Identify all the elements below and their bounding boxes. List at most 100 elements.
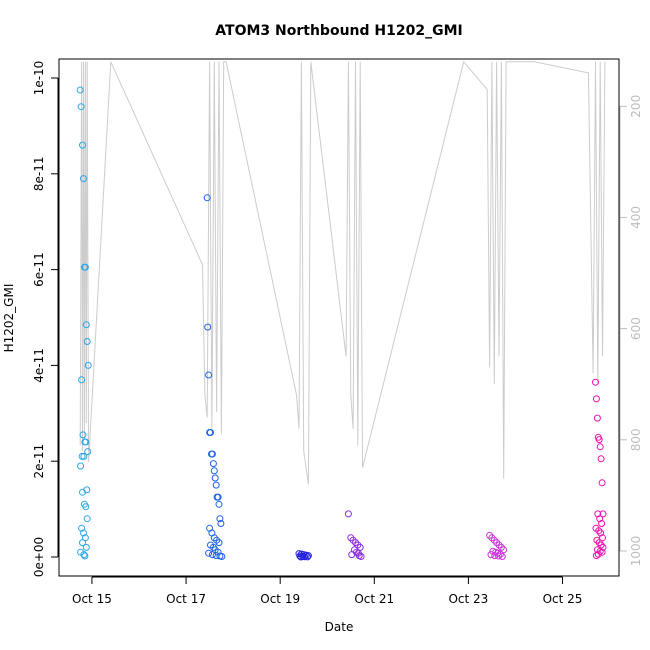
data-point-flight-5 [493,539,501,547]
data-point-flight-1 [79,488,86,496]
x-tick-label: Oct 17 [166,592,206,606]
data-point-flight-2 [214,548,222,556]
data-point-flight-6 [592,552,600,560]
scatter-points-layer [76,86,607,561]
y-tick-label: 2e-11 [32,444,46,479]
data-point-flight-6 [596,515,604,523]
data-point-flight-6 [597,529,605,537]
data-point-flight-2 [204,323,212,331]
data-point-flight-5 [487,551,495,559]
data-point-flight-3 [304,553,311,561]
data-point-flight-1 [80,529,87,537]
data-point-flight-2 [208,450,216,458]
data-point-flight-1 [82,543,90,551]
right-tick-label: 400 [629,206,643,229]
data-point-flight-5 [498,553,506,560]
data-point-flight-4 [349,536,357,544]
data-point-flight-2 [214,493,222,501]
data-point-flight-1 [78,452,86,460]
data-point-flight-2 [210,467,218,475]
data-point-flight-2 [210,534,218,542]
data-point-flight-3 [301,553,309,561]
data-point-flight-2 [208,551,216,559]
data-point-flight-6 [593,414,601,422]
data-point-flight-2 [211,474,219,482]
y-tick-label: 4e-11 [32,348,46,383]
data-point-flight-1 [79,539,86,547]
data-point-flight-6 [595,436,603,444]
data-point-flight-2 [207,429,214,436]
data-point-flight-6 [597,455,605,463]
data-point-flight-2 [209,460,217,468]
data-point-flight-6 [599,534,606,542]
data-point-flight-1 [82,503,90,511]
plot-frame [58,58,620,577]
data-point-flight-5 [495,541,503,549]
x-tick-label: Oct 15 [72,592,112,606]
data-point-flight-5 [490,536,498,544]
data-point-flight-1 [78,524,86,532]
data-point-flight-6 [592,395,600,403]
altitude-line-layer [79,60,606,485]
data-point-flight-1 [77,462,85,470]
data-point-flight-1 [79,141,86,149]
data-point-flight-4 [344,510,352,518]
data-point-flight-1 [84,448,92,456]
data-point-flight-5 [497,543,505,551]
data-point-flight-2 [216,515,224,523]
data-point-flight-2 [217,520,225,527]
x-tick-label: Oct 25 [543,592,583,606]
data-point-flight-3 [296,552,304,560]
data-point-flight-1 [78,376,86,384]
data-point-flight-6 [598,520,606,527]
data-point-flight-2 [203,194,211,202]
data-point-flight-4 [354,541,362,549]
data-point-flight-6 [598,548,606,556]
data-point-flight-2 [215,500,223,508]
data-point-flight-6 [594,510,602,518]
data-point-flight-2 [213,536,221,544]
data-point-flight-6 [596,443,604,451]
data-point-flight-4 [357,553,365,560]
data-point-flight-2 [218,553,226,560]
data-point-flight-1 [81,552,89,560]
right-tick-label: 800 [629,428,643,451]
x-tick-label: Oct 23 [448,592,488,606]
data-point-flight-1 [83,338,91,345]
data-point-flight-2 [212,481,220,489]
data-point-flight-1 [82,321,90,329]
data-point-flight-1 [80,551,88,559]
data-point-flight-6 [595,527,603,535]
data-point-flight-6 [594,550,602,558]
altitude-line [79,60,606,485]
data-point-flight-5 [486,531,494,539]
data-point-flight-5 [491,552,499,560]
y-tick-label: 0e+00 [32,537,46,577]
right-axis: 200 400 600 800 1000 [619,95,643,566]
x-tick-label: Oct 19 [260,592,300,606]
data-point-flight-6 [599,510,607,518]
x-tick-label: Oct 21 [354,592,394,606]
right-tick-label: 600 [629,317,643,340]
data-point-flight-2 [205,371,213,379]
chart-title: ATOM3 Northbound H1202_GMI [215,23,462,39]
x-axis: Oct 15 Oct 17 Oct 19 Oct 21 Oct 23 Oct 25 [72,576,583,606]
data-point-flight-2 [205,549,213,557]
y-axis-title: H1202_GMI [2,284,16,353]
data-point-flight-5 [495,552,502,560]
x-axis-title: Date [325,620,354,634]
y-tick-label: 6e-11 [32,252,46,287]
data-point-flight-5 [488,534,496,542]
right-tick-label: 200 [629,95,643,118]
data-point-flight-4 [352,539,359,547]
data-point-flight-3 [297,553,305,561]
y-tick-label: 1e-10 [32,61,46,96]
data-point-flight-4 [348,551,356,559]
data-point-flight-1 [79,431,87,439]
data-point-flight-6 [592,378,599,386]
data-point-flight-6 [593,536,601,544]
data-point-flight-1 [76,86,84,94]
data-point-flight-2 [215,539,223,547]
data-point-flight-1 [83,515,91,523]
